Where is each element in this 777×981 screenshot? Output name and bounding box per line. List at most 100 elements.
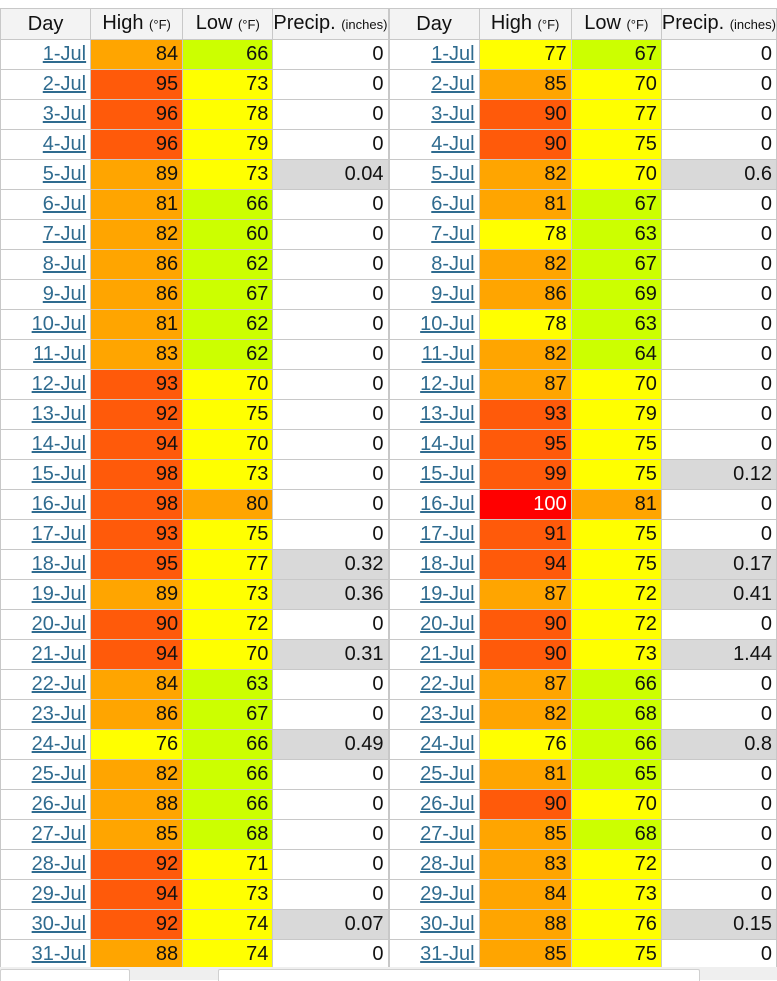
high-temp-cell[interactable]: 93 (91, 520, 183, 550)
day-cell[interactable]: 6-Jul (1, 190, 91, 220)
day-cell[interactable]: 23-Jul (389, 700, 479, 730)
low-temp-cell[interactable]: 62 (183, 250, 273, 280)
precip-cell[interactable]: 0 (273, 460, 388, 490)
high-temp-cell[interactable]: 81 (479, 760, 571, 790)
day-cell[interactable]: 10-Jul (389, 310, 479, 340)
high-temp-cell[interactable]: 95 (91, 70, 183, 100)
precip-cell[interactable]: 0 (661, 520, 776, 550)
high-temp-cell[interactable]: 78 (479, 310, 571, 340)
day-cell[interactable]: 12-Jul (389, 370, 479, 400)
precip-cell[interactable]: 0.31 (273, 640, 388, 670)
low-temp-cell[interactable]: 75 (571, 430, 661, 460)
high-temp-cell[interactable]: 99 (479, 460, 571, 490)
high-temp-cell[interactable]: 92 (91, 910, 183, 940)
high-temp-cell[interactable]: 78 (479, 220, 571, 250)
high-temp-cell[interactable]: 95 (91, 550, 183, 580)
high-temp-cell[interactable]: 81 (91, 310, 183, 340)
high-temp-cell[interactable]: 94 (479, 550, 571, 580)
high-temp-cell[interactable]: 92 (91, 400, 183, 430)
high-temp-cell[interactable]: 90 (479, 100, 571, 130)
low-temp-cell[interactable]: 66 (183, 40, 273, 70)
day-cell[interactable]: 7-Jul (389, 220, 479, 250)
high-temp-cell[interactable]: 86 (91, 250, 183, 280)
low-temp-cell[interactable]: 70 (183, 640, 273, 670)
day-cell[interactable]: 8-Jul (389, 250, 479, 280)
low-temp-cell[interactable]: 63 (571, 310, 661, 340)
day-cell[interactable]: 10-Jul (1, 310, 91, 340)
high-temp-cell[interactable]: 86 (479, 280, 571, 310)
precip-cell[interactable]: 0 (661, 850, 776, 880)
low-temp-cell[interactable]: 68 (571, 820, 661, 850)
low-temp-cell[interactable]: 67 (183, 700, 273, 730)
high-temp-cell[interactable]: 96 (91, 130, 183, 160)
day-cell[interactable]: 29-Jul (1, 880, 91, 910)
low-temp-cell[interactable]: 73 (183, 580, 273, 610)
day-cell[interactable]: 19-Jul (1, 580, 91, 610)
day-cell[interactable]: 6-Jul (389, 190, 479, 220)
low-temp-cell[interactable]: 66 (571, 670, 661, 700)
precip-cell[interactable]: 0 (273, 310, 388, 340)
precip-cell[interactable]: 0.36 (273, 580, 388, 610)
low-temp-cell[interactable]: 73 (183, 460, 273, 490)
high-temp-cell[interactable]: 93 (479, 400, 571, 430)
day-cell[interactable]: 13-Jul (389, 400, 479, 430)
low-temp-cell[interactable]: 79 (571, 400, 661, 430)
precip-cell[interactable]: 0 (661, 130, 776, 160)
low-temp-cell[interactable]: 67 (571, 250, 661, 280)
low-temp-cell[interactable]: 81 (571, 490, 661, 520)
high-temp-cell[interactable]: 89 (91, 160, 183, 190)
day-cell[interactable]: 22-Jul (1, 670, 91, 700)
precip-cell[interactable]: 0 (661, 880, 776, 910)
precip-cell[interactable]: 0 (273, 280, 388, 310)
precip-cell[interactable]: 0 (273, 880, 388, 910)
day-cell[interactable]: 11-Jul (389, 340, 479, 370)
precip-cell[interactable]: 0.32 (273, 550, 388, 580)
day-cell[interactable]: 13-Jul (1, 400, 91, 430)
day-cell[interactable]: 8-Jul (1, 250, 91, 280)
high-temp-cell[interactable]: 83 (479, 850, 571, 880)
high-temp-cell[interactable]: 85 (479, 820, 571, 850)
header-high[interactable]: High (°F) (479, 9, 571, 40)
low-temp-cell[interactable]: 60 (183, 220, 273, 250)
low-temp-cell[interactable]: 69 (571, 280, 661, 310)
header-day[interactable]: Day (1, 9, 91, 40)
day-cell[interactable]: 27-Jul (389, 820, 479, 850)
precip-cell[interactable]: 0 (273, 940, 388, 970)
precip-cell[interactable]: 0 (273, 850, 388, 880)
low-temp-cell[interactable]: 70 (571, 790, 661, 820)
low-temp-cell[interactable]: 67 (183, 280, 273, 310)
day-cell[interactable]: 23-Jul (1, 700, 91, 730)
day-cell[interactable]: 28-Jul (1, 850, 91, 880)
day-cell[interactable]: 27-Jul (1, 820, 91, 850)
precip-cell[interactable]: 0 (273, 520, 388, 550)
low-temp-cell[interactable]: 76 (571, 910, 661, 940)
high-temp-cell[interactable]: 94 (91, 640, 183, 670)
low-temp-cell[interactable]: 68 (571, 700, 661, 730)
day-cell[interactable]: 3-Jul (389, 100, 479, 130)
day-cell[interactable]: 12-Jul (1, 370, 91, 400)
low-temp-cell[interactable]: 79 (183, 130, 273, 160)
day-cell[interactable]: 18-Jul (389, 550, 479, 580)
low-temp-cell[interactable]: 66 (183, 790, 273, 820)
high-temp-cell[interactable]: 100 (479, 490, 571, 520)
header-precip[interactable]: Precip. (inches) (273, 9, 388, 40)
header-low[interactable]: Low (°F) (183, 9, 273, 40)
low-temp-cell[interactable]: 73 (183, 160, 273, 190)
sheet-tab[interactable] (0, 969, 130, 981)
high-temp-cell[interactable]: 76 (91, 730, 183, 760)
high-temp-cell[interactable]: 81 (91, 190, 183, 220)
low-temp-cell[interactable]: 64 (571, 340, 661, 370)
low-temp-cell[interactable]: 72 (571, 580, 661, 610)
precip-cell[interactable]: 0 (661, 940, 776, 970)
low-temp-cell[interactable]: 73 (183, 880, 273, 910)
precip-cell[interactable]: 0 (661, 340, 776, 370)
precip-cell[interactable]: 1.44 (661, 640, 776, 670)
low-temp-cell[interactable]: 70 (183, 430, 273, 460)
precip-cell[interactable]: 0 (273, 190, 388, 220)
precip-cell[interactable]: 0 (661, 400, 776, 430)
precip-cell[interactable]: 0 (273, 760, 388, 790)
low-temp-cell[interactable]: 75 (571, 550, 661, 580)
day-cell[interactable]: 1-Jul (1, 40, 91, 70)
day-cell[interactable]: 26-Jul (389, 790, 479, 820)
precip-cell[interactable]: 0 (661, 310, 776, 340)
